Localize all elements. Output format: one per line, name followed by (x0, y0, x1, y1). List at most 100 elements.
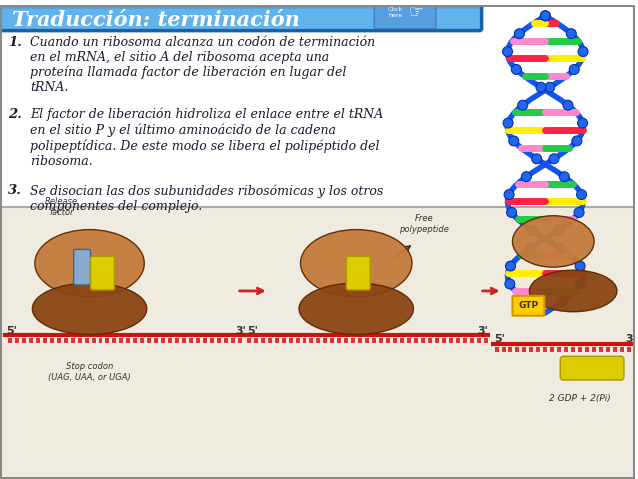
Text: 3': 3' (625, 334, 636, 344)
Bar (288, 339, 293, 343)
Text: 5': 5' (247, 326, 258, 335)
Bar (91, 339, 96, 343)
Bar (372, 339, 376, 343)
Ellipse shape (299, 283, 413, 334)
FancyBboxPatch shape (560, 356, 624, 380)
Ellipse shape (503, 118, 513, 128)
Bar (168, 339, 172, 343)
Bar (537, 347, 540, 353)
Bar (161, 339, 165, 343)
Ellipse shape (528, 225, 537, 235)
Bar (210, 339, 214, 343)
Text: 3': 3' (235, 326, 246, 335)
Bar (189, 339, 193, 343)
Bar (126, 339, 130, 343)
Bar (456, 339, 460, 343)
FancyBboxPatch shape (0, 5, 635, 479)
Bar (345, 339, 348, 343)
Text: 1.: 1. (8, 35, 22, 48)
Bar (523, 347, 526, 353)
Bar (140, 339, 144, 343)
Bar (428, 339, 432, 343)
Bar (323, 339, 327, 343)
Text: ☞: ☞ (408, 4, 424, 22)
Bar (386, 339, 390, 343)
Bar (330, 339, 334, 343)
Bar (551, 347, 554, 353)
Bar (414, 339, 418, 343)
Bar (247, 339, 251, 343)
Ellipse shape (540, 11, 551, 21)
Bar (133, 339, 137, 343)
Ellipse shape (556, 243, 565, 253)
Text: Traducción: terminación: Traducción: terminación (12, 10, 300, 30)
Bar (22, 339, 26, 343)
Bar (98, 339, 103, 343)
Text: Cuando un ribosoma alcanza un codón de terminación
en el mRNA, el sitio A del ri: Cuando un ribosoma alcanza un codón de t… (30, 35, 375, 94)
Ellipse shape (531, 154, 542, 164)
FancyBboxPatch shape (346, 256, 370, 290)
Ellipse shape (578, 46, 588, 57)
Bar (224, 339, 228, 343)
Text: Release
factor: Release factor (45, 197, 78, 217)
Text: Se disocian las dos subunidades ribosómicas y los otros
componentes del complejo: Se disocian las dos subunidades ribosómi… (30, 184, 383, 213)
Text: 5': 5' (494, 334, 505, 344)
Ellipse shape (530, 270, 617, 312)
Bar (217, 339, 221, 343)
Bar (119, 339, 123, 343)
Ellipse shape (549, 154, 559, 164)
Bar (530, 347, 533, 353)
Bar (281, 339, 286, 343)
Bar (36, 339, 40, 343)
Bar (585, 347, 589, 353)
FancyBboxPatch shape (0, 0, 482, 31)
Bar (516, 347, 519, 353)
FancyBboxPatch shape (374, 0, 436, 29)
Bar (302, 339, 306, 343)
Bar (571, 347, 575, 353)
Bar (557, 347, 561, 353)
Text: El factor de liberación hidroliza el enlace entre el tRNA
en el sitio P y el últ: El factor de liberación hidroliza el enl… (30, 108, 383, 168)
Bar (203, 339, 207, 343)
Ellipse shape (577, 118, 588, 128)
Ellipse shape (574, 207, 584, 217)
Bar (309, 339, 313, 343)
Bar (147, 339, 151, 343)
Text: 3.: 3. (8, 184, 22, 197)
Bar (613, 347, 617, 353)
Text: 2 GDP + 2(Pi): 2 GDP + 2(Pi) (549, 394, 611, 403)
Ellipse shape (505, 261, 516, 271)
FancyBboxPatch shape (91, 256, 114, 290)
FancyBboxPatch shape (73, 250, 91, 285)
Text: Stop codon
(UAG, UAA, or UGA): Stop codon (UAG, UAA, or UGA) (48, 362, 131, 382)
Bar (421, 339, 425, 343)
Ellipse shape (540, 11, 551, 21)
Bar (379, 339, 383, 343)
Ellipse shape (536, 82, 546, 92)
Ellipse shape (517, 100, 528, 110)
Ellipse shape (521, 172, 531, 182)
Bar (449, 339, 453, 343)
Text: 2.: 2. (8, 108, 22, 121)
Bar (494, 347, 498, 353)
Ellipse shape (545, 82, 554, 92)
Ellipse shape (512, 65, 521, 74)
Ellipse shape (569, 65, 579, 74)
Bar (8, 339, 12, 343)
Bar (508, 347, 512, 353)
Text: 3': 3' (478, 326, 489, 335)
Bar (295, 339, 299, 343)
Bar (71, 339, 75, 343)
Ellipse shape (577, 190, 586, 199)
Bar (365, 339, 369, 343)
Ellipse shape (514, 29, 524, 39)
Bar (238, 339, 242, 343)
Bar (393, 339, 397, 343)
Bar (407, 339, 411, 343)
Bar (43, 339, 47, 343)
Bar (316, 339, 320, 343)
Bar (358, 339, 362, 343)
Ellipse shape (553, 225, 563, 235)
Ellipse shape (523, 297, 533, 307)
Bar (470, 339, 473, 343)
